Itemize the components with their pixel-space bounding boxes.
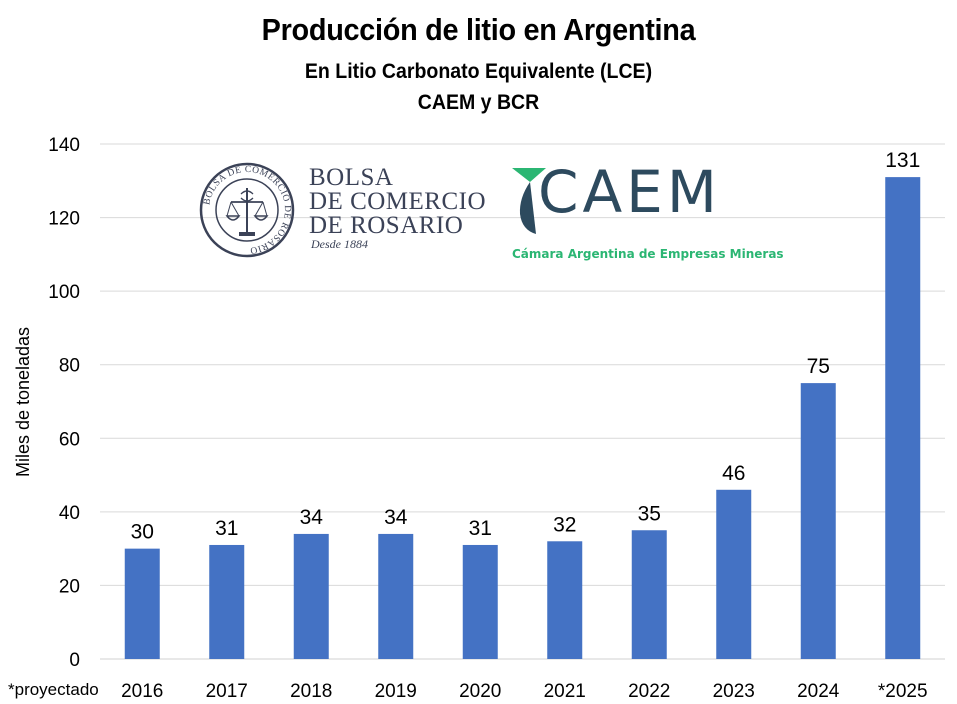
bar: [716, 489, 752, 659]
footnote: *proyectado: [8, 680, 99, 699]
bcr-since: Desde 1884: [311, 237, 368, 251]
caem-mark-icon: [512, 168, 546, 234]
bar: [293, 533, 329, 659]
y-tick-label: 140: [48, 135, 80, 156]
x-tick-label: 2021: [544, 681, 586, 702]
bar: [631, 530, 667, 659]
data-label: 31: [469, 517, 492, 540]
bars: [124, 177, 921, 659]
value-labels: 30 31 34 34 31 32 35 46 75 131: [131, 149, 921, 544]
y-axis: 0 20 40 60 80 100 120 140: [48, 135, 80, 671]
chart-title: Producción de litio en Argentina: [261, 12, 696, 47]
data-label: 131: [885, 149, 920, 172]
caem-tagline: Cámara Argentina de Empresas Mineras: [512, 247, 784, 261]
x-tick-label: 2022: [628, 681, 670, 702]
y-tick-label: 40: [59, 503, 80, 524]
bar: [800, 383, 836, 659]
x-axis: 2016 2017 2018 2019 2020 2021 2022 2023 2024 *202…: [121, 681, 927, 702]
y-axis-label: Miles de toneladas: [13, 327, 33, 477]
bcr-line-2: DE COMERCIO: [309, 188, 487, 215]
bar: [124, 548, 160, 659]
bcr-wordmark: BOLSA DE COMERCIO DE ROSARIO: [309, 164, 487, 239]
chart-source-subtitle: CAEM y BCR: [417, 91, 540, 114]
data-label: 31: [215, 517, 238, 540]
bar: [547, 541, 583, 659]
x-tick-label: 2016: [121, 681, 163, 702]
bar: [378, 533, 414, 659]
y-tick-label: 120: [48, 209, 80, 230]
y-tick-label: 0: [69, 650, 80, 671]
x-tick-label: 2020: [459, 681, 501, 702]
bcr-line-1: BOLSA: [309, 164, 394, 191]
bcr-line-3: DE ROSARIO: [309, 212, 464, 239]
bcr-logo: BOLSA DE COMERCIO DE ROSARIO BOLSA DE CO…: [197, 160, 497, 260]
x-tick-label: 2023: [713, 681, 755, 702]
caem-logo: CAEM Cámara Argentina de Empresas Minera…: [508, 158, 784, 262]
y-tick-label: 100: [48, 282, 80, 303]
y-tick-label: 60: [59, 429, 80, 450]
bar: [209, 544, 245, 659]
x-tick-label: *2025: [878, 681, 928, 702]
y-tick-label: 80: [59, 356, 80, 377]
y-tick-label: 20: [59, 576, 80, 597]
x-tick-label: 2019: [375, 681, 417, 702]
x-tick-label: 2018: [290, 681, 332, 702]
caem-wordmark: CAEM: [538, 158, 721, 226]
bar: [462, 544, 498, 659]
x-tick-label: 2024: [797, 681, 840, 702]
data-label: 34: [384, 506, 408, 529]
data-label: 35: [638, 502, 661, 525]
x-tick-label: 2017: [206, 681, 248, 702]
data-label: 32: [553, 513, 576, 536]
data-label: 75: [807, 355, 830, 378]
bar: [885, 177, 921, 659]
bcr-seal-icon: BOLSA DE COMERCIO DE ROSARIO: [199, 162, 295, 258]
data-label: 46: [722, 462, 745, 485]
data-label: 34: [300, 506, 324, 529]
data-label: 30: [131, 521, 154, 544]
chart-subtitle: En Litio Carbonato Equivalente (LCE): [304, 60, 653, 83]
